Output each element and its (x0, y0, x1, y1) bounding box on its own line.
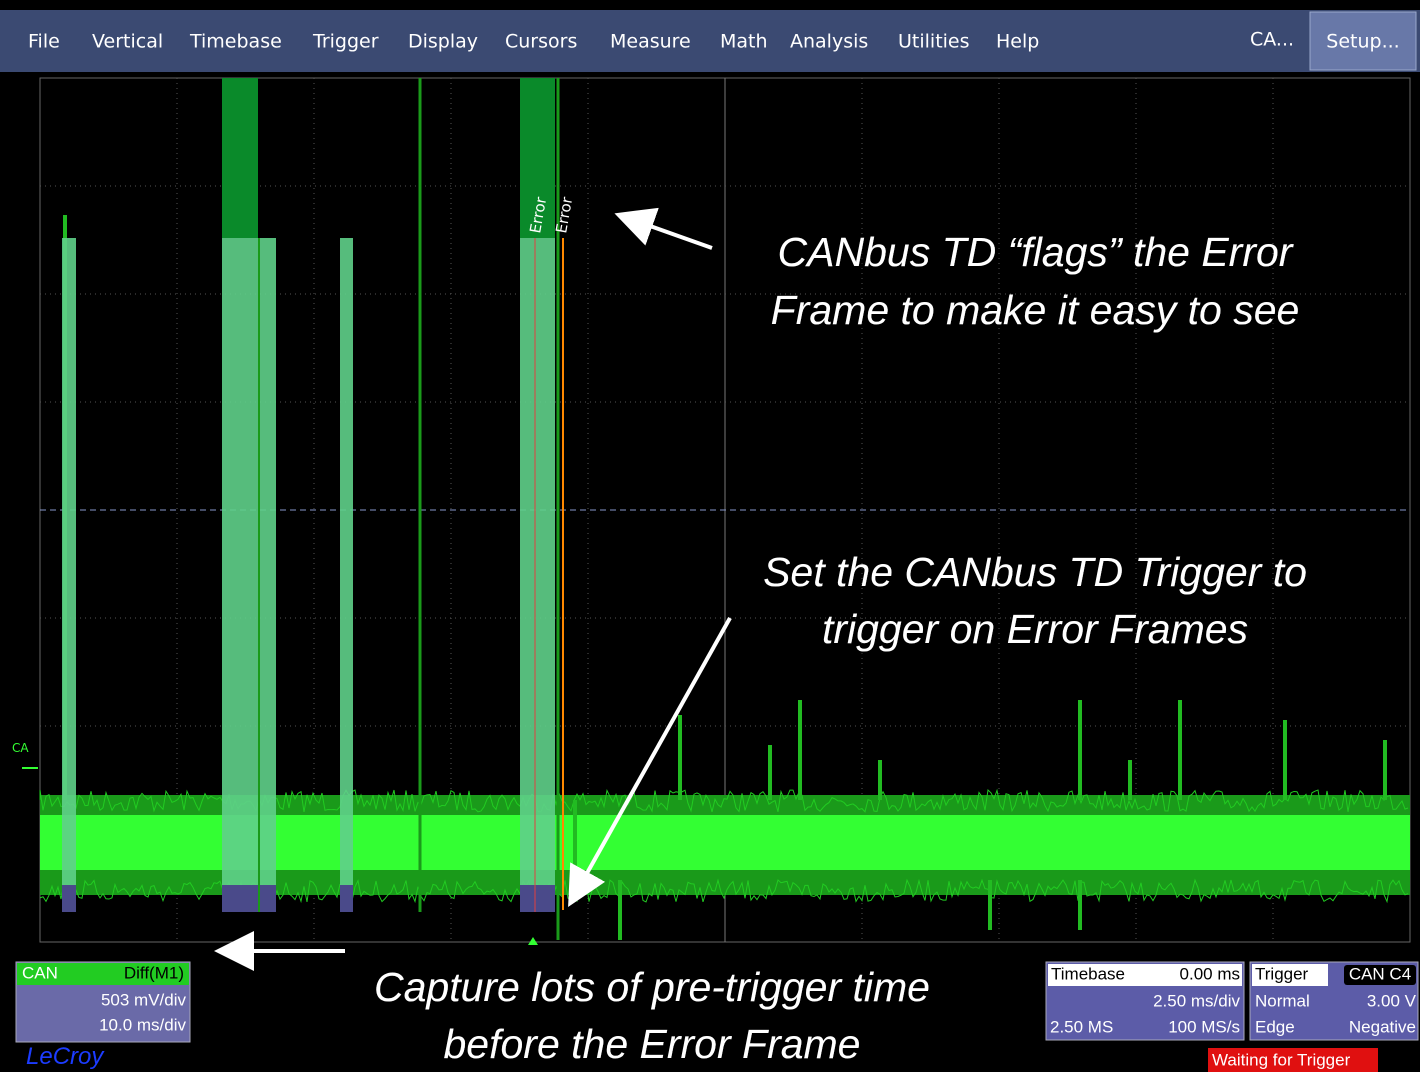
channel-vdiv: 503 mV/div (101, 990, 187, 1009)
timebase-samples: 2.50 MS (1050, 1017, 1113, 1036)
menu-item[interactable]: Setup... (1326, 31, 1399, 53)
trigger-slope: Negative (1349, 1017, 1416, 1036)
annotation: trigger on Error Frames (822, 606, 1248, 652)
timebase-rate: 100 MS/s (1168, 1017, 1240, 1036)
packet (222, 238, 258, 885)
trigger-label: Trigger (1255, 964, 1309, 983)
menu-item[interactable]: File (28, 31, 60, 53)
packet-purple (62, 885, 76, 912)
trigger-type: Edge (1255, 1017, 1295, 1036)
menu-item[interactable]: Cursors (505, 31, 577, 53)
annotation: Capture lots of pre-trigger time (374, 964, 930, 1010)
packet-purple (340, 885, 353, 912)
channel-marker: CA (12, 741, 29, 755)
timebase-label: Timebase (1051, 964, 1125, 983)
annotation: Set the CANbus TD Trigger to (763, 549, 1307, 595)
channel-name: CAN (22, 963, 58, 982)
annotation: CANbus TD “flags” the Error (778, 229, 1295, 275)
brand: LeCroy (26, 1043, 105, 1070)
menu-item[interactable]: Timebase (189, 31, 282, 53)
menu-item[interactable]: Vertical (92, 31, 163, 53)
oscilloscope-screen: File Vertical Timebase Trigger Display Cursor… (0, 0, 1420, 1072)
packet-top (222, 78, 258, 238)
timebase-tdiv: 2.50 ms/div (1153, 991, 1240, 1010)
menu-item[interactable]: Trigger (312, 31, 379, 53)
menu-item[interactable]: Display (408, 31, 478, 53)
packet (62, 238, 76, 885)
trigger-level: 3.00 V (1367, 991, 1417, 1010)
trigger-source: CAN C4 (1349, 964, 1411, 983)
menu-item[interactable]: Utilities (898, 31, 970, 53)
menu-item[interactable]: Help (996, 31, 1039, 53)
trigger-mode: Normal (1255, 991, 1310, 1010)
packet (340, 238, 353, 885)
packet-purple (520, 885, 555, 912)
annotation: Frame to make it easy to see (771, 287, 1300, 333)
annotation: before the Error Frame (444, 1021, 861, 1067)
channel-tdiv: 10.0 ms/div (99, 1015, 186, 1034)
packet (520, 238, 555, 885)
packet (260, 238, 276, 885)
menu-item[interactable]: Measure (610, 31, 691, 53)
menu-item[interactable]: CA... (1250, 29, 1294, 51)
menu-item[interactable]: Math (720, 31, 768, 53)
packet-purple (222, 885, 258, 912)
menu-item[interactable]: Analysis (790, 31, 868, 53)
packet-purple (260, 885, 276, 912)
channel-source: Diff(M1) (124, 963, 184, 982)
status: Waiting for Trigger (1212, 1050, 1351, 1069)
timebase-delay: 0.00 ms (1180, 964, 1240, 983)
